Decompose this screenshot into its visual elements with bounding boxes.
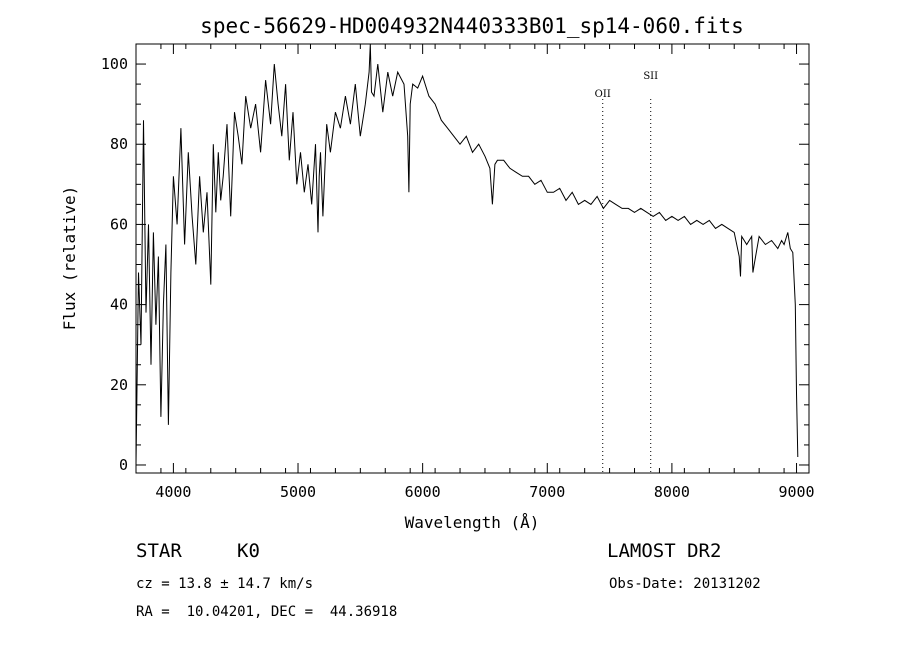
x-tick-label: 4000 xyxy=(155,483,191,501)
x-tick-label: 5000 xyxy=(280,483,316,501)
x-axis-label: Wavelength (Å) xyxy=(405,513,540,532)
y-tick-label: 0 xyxy=(119,456,128,474)
coordinates-text: RA = 10.04201, DEC = 44.36918 xyxy=(136,604,398,620)
x-tick-label: 8000 xyxy=(654,483,690,501)
survey-name: LAMOST DR2 xyxy=(607,540,722,562)
y-tick-label: 80 xyxy=(110,135,128,153)
y-tick-label: 100 xyxy=(101,55,128,73)
axis-ticks: 4000 5000 6000 7000 8000 9000 0 20 40 60 80 100 xyxy=(101,43,815,501)
object-class: STAR xyxy=(136,540,182,562)
x-tick-label: 7000 xyxy=(529,483,565,501)
x-tick-label: 9000 xyxy=(778,483,814,501)
annotation-label: SII xyxy=(643,71,658,82)
redshift-text: cz = 13.8 ± 14.7 km/s xyxy=(136,576,314,592)
y-tick-label: 20 xyxy=(110,376,128,394)
spectrum-line xyxy=(135,43,799,466)
annotation-label: OII xyxy=(595,89,611,100)
line-annotations: OII SII xyxy=(595,71,658,473)
y-axis-label: Flux (relative) xyxy=(60,186,79,331)
plot-frame xyxy=(135,43,810,474)
y-tick-label: 60 xyxy=(110,215,128,233)
y-tick-label: 40 xyxy=(110,296,128,314)
obs-date-text: Obs-Date: 20131202 xyxy=(609,576,761,592)
spectral-subclass: K0 xyxy=(237,540,260,562)
x-tick-label: 6000 xyxy=(405,483,441,501)
chart-title: spec-56629-HD004932N440333B01_sp14-060.f… xyxy=(200,14,744,38)
